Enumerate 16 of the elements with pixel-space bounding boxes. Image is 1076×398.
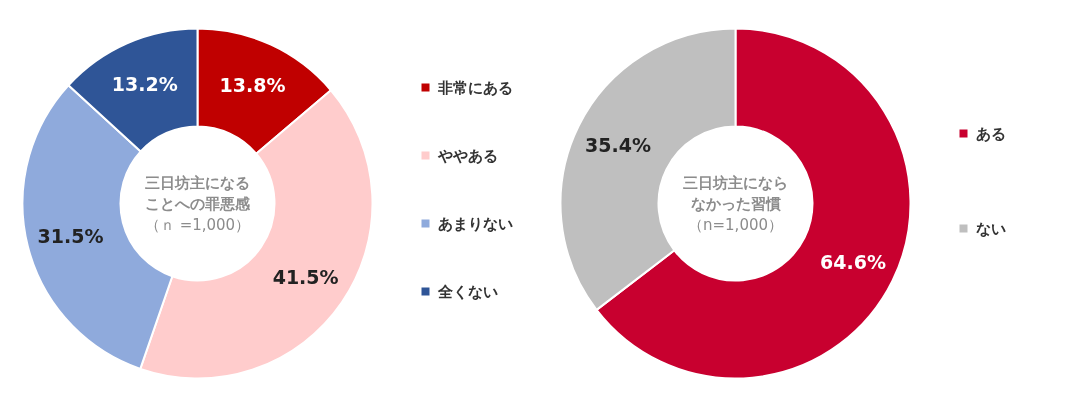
data-label: 13.2% (111, 72, 178, 95)
text: （ｎ =1,000） (144, 215, 251, 234)
legend-label: 全くない (436, 282, 498, 301)
data-label: 64.6% (820, 250, 886, 273)
legend-label: あまりない (437, 214, 513, 233)
data-label: 13.8% (219, 73, 286, 96)
text: 三日坊主になることへの罪悪感 (145, 173, 251, 213)
text: （n=1,000） (687, 215, 784, 234)
legend-label: ややある (436, 146, 498, 165)
data-label: 31.5% (37, 224, 104, 247)
text: 三日坊主にならなかった習慣 (683, 173, 788, 213)
legend-label: ある (975, 124, 1006, 143)
legend-label: 非常にある (436, 78, 513, 97)
data-label: 41.5% (272, 266, 339, 289)
legend-label: ない (975, 219, 1006, 238)
data-label: 35.4% (585, 134, 651, 157)
